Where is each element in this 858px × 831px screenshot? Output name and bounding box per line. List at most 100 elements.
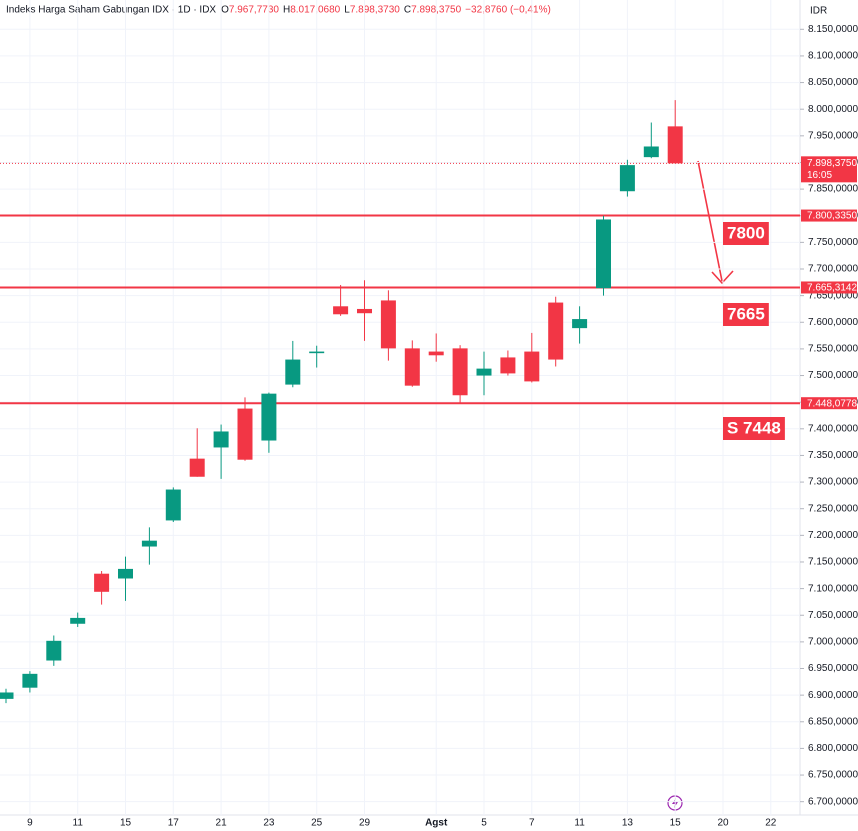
x-tick-label: 29 — [359, 818, 371, 829]
header-text: 7.967,7730 — [229, 5, 279, 16]
header-text: 7.898,3730 — [350, 5, 400, 16]
y-tick-label: 7.650,0000 — [808, 290, 858, 301]
x-tick-label: 7 — [529, 818, 535, 829]
candle-body — [643, 146, 659, 158]
candle-body — [380, 300, 396, 349]
header-text: L — [344, 5, 350, 16]
candle-body — [667, 126, 683, 164]
header-text: H — [283, 5, 290, 16]
candle-body — [118, 568, 133, 579]
candle-body — [0, 692, 14, 699]
x-tick-label: 13 — [622, 818, 634, 829]
candle-body — [500, 357, 516, 374]
x-tick-label: 9 — [27, 818, 33, 829]
y-tick-label: 6.850,0000 — [808, 716, 858, 727]
candle-body — [285, 359, 301, 385]
y-tick-label: 7.350,0000 — [808, 450, 858, 461]
candle-body — [404, 348, 420, 386]
level-annotation-box — [723, 303, 769, 326]
header: Indeks Harga Saham Gabungan IDX · 1D · I… — [6, 5, 551, 16]
candle-body — [572, 319, 588, 329]
x-tick-label: 5 — [481, 818, 487, 829]
y-tick-label: 7.550,0000 — [808, 344, 858, 355]
candle-body — [22, 673, 38, 688]
candle-body — [261, 393, 277, 441]
y-tick-label: 6.800,0000 — [808, 743, 858, 754]
x-tick-label: 23 — [263, 818, 275, 829]
y-tick-label: 7.100,0000 — [808, 583, 858, 594]
level-price-box — [801, 397, 857, 410]
x-tick-label: 17 — [168, 818, 180, 829]
currency: IDR — [810, 6, 827, 17]
candle-body — [141, 540, 157, 547]
candle-body — [189, 458, 205, 477]
x-tick-label: 15 — [670, 818, 682, 829]
level-price-label: 7.800,3350 — [807, 211, 857, 222]
y-tick-label: 7.300,0000 — [808, 477, 858, 488]
x-tick-label: 11 — [73, 818, 84, 829]
y-tick-label: 8.000,0000 — [808, 104, 858, 115]
header-text: O — [221, 5, 229, 16]
x-tick-label: 11 — [574, 818, 585, 829]
y-tick-label: 7.850,0000 — [808, 184, 858, 195]
candle-body — [333, 306, 349, 315]
x-tick-label: 22 — [765, 818, 777, 829]
candle-body — [428, 351, 444, 356]
level-price-label: 7.448,0778 — [807, 398, 857, 409]
y-tick-label: 7.700,0000 — [808, 264, 858, 275]
level-annotation: 7665 — [727, 304, 765, 323]
candle-body — [94, 573, 110, 592]
candle-body — [165, 489, 181, 521]
last-price-time: 16:05 — [807, 170, 832, 181]
candle-body — [213, 431, 229, 448]
candle-body — [596, 219, 611, 289]
candle-body — [548, 302, 564, 360]
header-text: C — [404, 5, 411, 16]
y-tick-label: 7.950,0000 — [808, 130, 858, 141]
level-price-box — [801, 281, 857, 294]
y-tick-label: 6.900,0000 — [808, 690, 858, 701]
x-tick-label: 25 — [311, 818, 323, 829]
candle-body — [309, 351, 325, 354]
y-tick-label: 7.400,0000 — [808, 423, 858, 434]
x-tick-label: 15 — [120, 818, 132, 829]
candle-body — [357, 308, 372, 314]
candle-body — [46, 640, 62, 661]
candle-body — [619, 165, 635, 192]
x-tick-label: 21 — [216, 818, 228, 829]
y-tick-label: 8.150,0000 — [808, 24, 858, 35]
candle-body — [237, 408, 253, 460]
candle-body — [524, 351, 540, 382]
level-annotation: S 7448 — [727, 418, 781, 437]
level-annotation-box — [723, 222, 769, 245]
y-tick-label: 7.250,0000 — [808, 503, 858, 514]
level-price-label: 7.665,3142 — [807, 283, 857, 294]
y-tick-label: 6.700,0000 — [808, 796, 858, 807]
y-tick-label: 6.950,0000 — [808, 663, 858, 674]
arrow — [697, 160, 734, 285]
x-tick-label: Agst — [425, 818, 448, 829]
y-tick-label: 7.000,0000 — [808, 637, 858, 648]
y-tick-label: 8.100,0000 — [808, 51, 858, 62]
y-tick-label: 7.500,0000 — [808, 370, 858, 381]
candle-body — [452, 348, 468, 396]
y-tick-label: 7.050,0000 — [808, 610, 858, 621]
header-text: Indeks Harga Saham Gabungan IDX · 1D · I… — [6, 5, 216, 16]
y-tick-label: 8.050,0000 — [808, 77, 858, 88]
last-price-label: 7.898,3750 — [807, 158, 857, 169]
candle-body — [476, 368, 492, 376]
candle-body — [70, 617, 86, 624]
y-tick-label: 6.750,0000 — [808, 770, 858, 781]
y-tick-label: 7.600,0000 — [808, 317, 858, 328]
level-annotation-box — [723, 417, 785, 440]
level-annotation: 7800 — [727, 223, 765, 242]
y-tick-label: 7.200,0000 — [808, 530, 858, 541]
header-text: 8.017,0680 — [290, 5, 340, 16]
last-price-box — [801, 156, 857, 183]
y-tick-label: 7.150,0000 — [808, 557, 858, 568]
x-tick-label: 20 — [717, 818, 729, 829]
y-tick-label: 7.750,0000 — [808, 237, 858, 248]
header-text: −32,8760 (−0,41%) — [465, 5, 551, 16]
